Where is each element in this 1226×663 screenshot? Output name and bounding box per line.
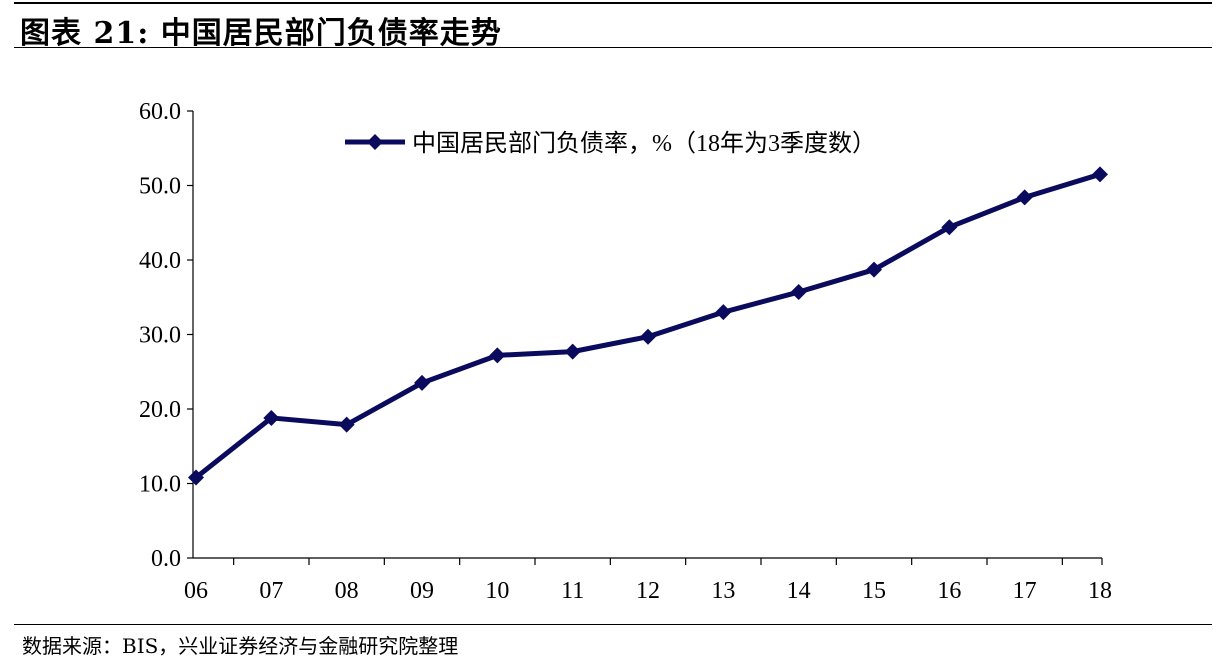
y-tick-label: 10.0 — [139, 472, 181, 498]
x-tick-label: 13 — [711, 578, 735, 604]
source-note: 数据来源：BIS，兴业证券经济与金融研究院整理 — [22, 634, 459, 658]
x-tick-label: 16 — [937, 578, 961, 604]
title-rule — [14, 47, 1212, 48]
data-point — [338, 416, 355, 433]
data-point — [715, 304, 732, 321]
x-tick-label: 15 — [862, 578, 886, 604]
data-point — [790, 284, 807, 301]
data-point — [1092, 166, 1108, 183]
data-point — [640, 328, 656, 345]
y-tick-label: 20.0 — [139, 397, 181, 423]
y-tick-label: 50.0 — [139, 174, 181, 200]
axes: 0.0 10.0 20.0 30.0 40.0 50.0 60.0 06 07 08 09 10 11 1… — [139, 99, 1112, 604]
data-point — [489, 347, 506, 364]
y-tick-label: 30.0 — [139, 323, 181, 349]
top-rule — [14, 2, 1212, 4]
x-tick-label: 07 — [259, 578, 283, 604]
data-point — [866, 261, 882, 278]
legend-label: 中国居民部门负债率，%（18年为3季度数） — [412, 130, 876, 157]
data-point — [1016, 189, 1033, 206]
x-tick-label: 12 — [636, 578, 660, 604]
x-tick-label: 09 — [410, 578, 434, 604]
data-point — [564, 343, 581, 360]
x-tick-label: 11 — [561, 578, 584, 604]
series-layer — [188, 166, 1108, 486]
y-tick-label: 0.0 — [151, 546, 181, 572]
x-tick-label: 10 — [485, 578, 509, 604]
data-point — [188, 469, 204, 486]
y-tick-label: 40.0 — [139, 248, 181, 274]
legend-marker — [367, 134, 383, 150]
data-point — [941, 219, 958, 236]
data-point — [414, 374, 430, 391]
y-tick-label: 60.0 — [139, 99, 181, 125]
x-tick-label: 08 — [335, 578, 359, 604]
chart-title: 图表 21: 中国居民部门负债率走势 — [20, 16, 502, 51]
x-tick-label: 06 — [184, 578, 208, 604]
x-tick-label: 17 — [1013, 578, 1037, 604]
x-tick-label: 14 — [787, 578, 811, 604]
data-point — [263, 409, 280, 426]
bottom-rule — [14, 624, 1212, 625]
x-tick-label: 18 — [1088, 578, 1112, 604]
series-line — [194, 171, 1101, 480]
legend: 中国居民部门负债率，%（18年为3季度数） — [345, 130, 876, 157]
